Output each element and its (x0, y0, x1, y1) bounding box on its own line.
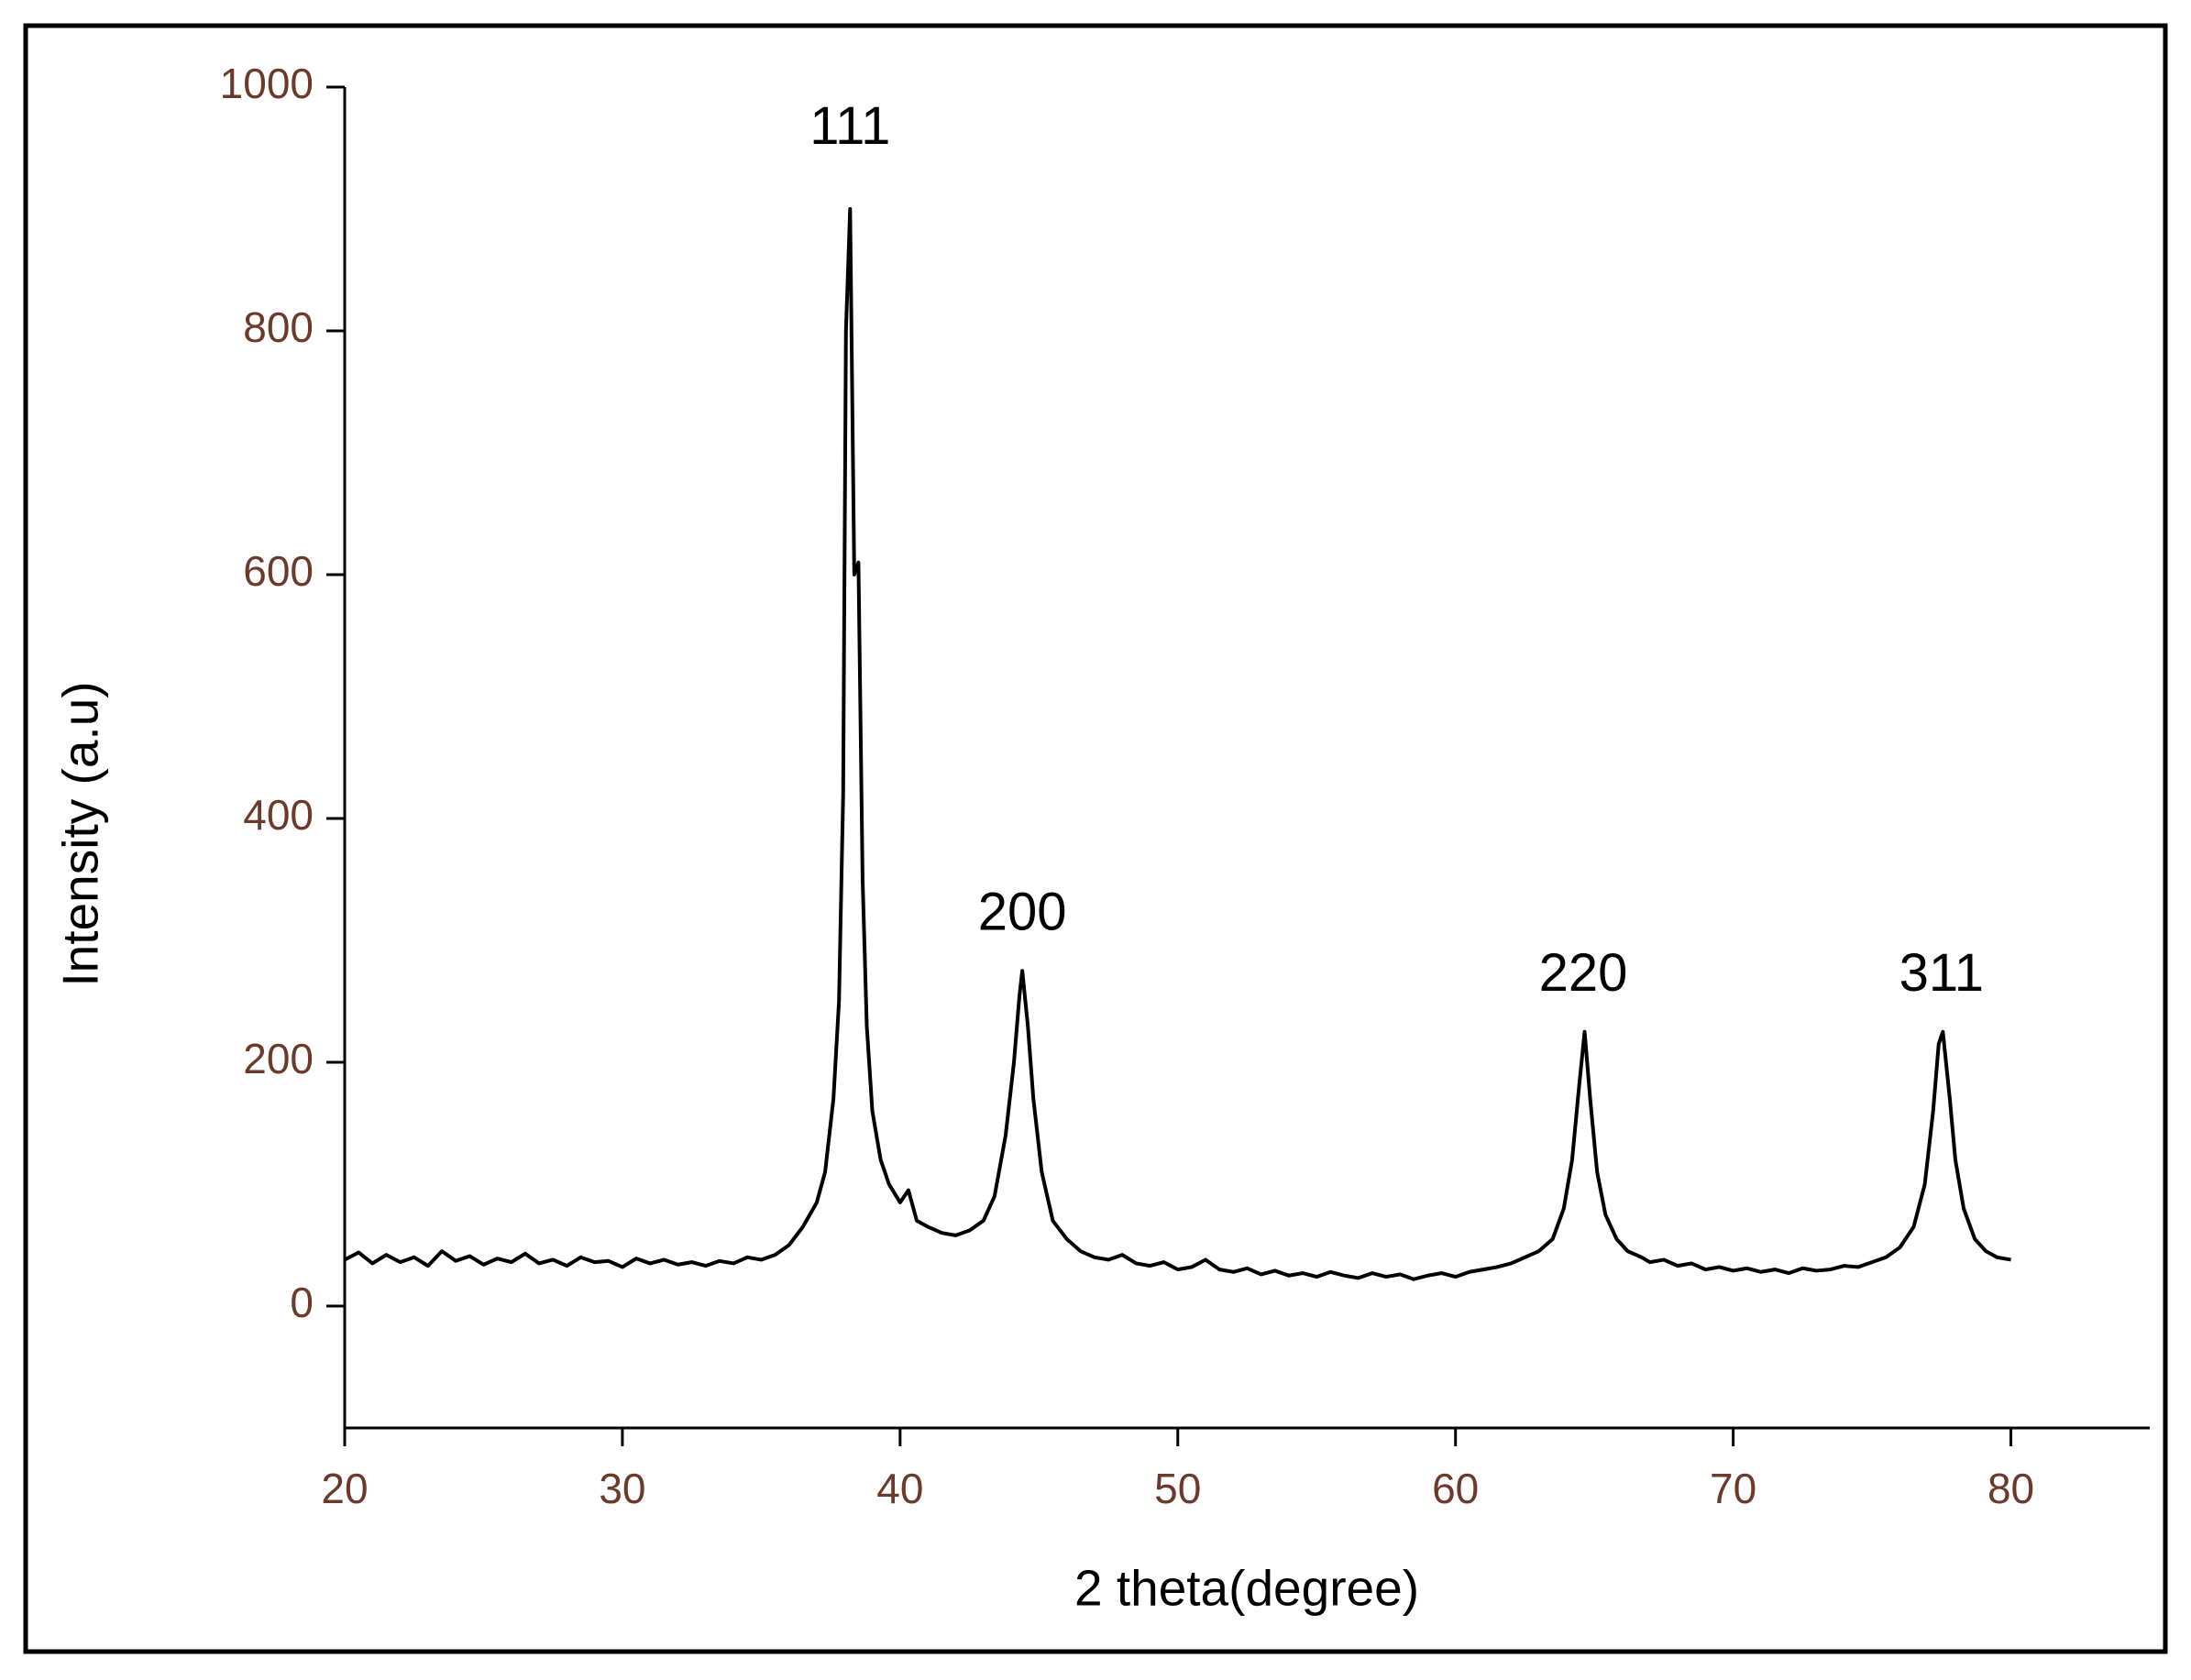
y-tick-label: 600 (243, 547, 314, 595)
peak-label: 220 (1539, 943, 1628, 1003)
x-tick-label: 50 (1154, 1465, 1201, 1512)
y-tick-label: 800 (243, 303, 314, 351)
x-tick-label: 30 (599, 1465, 645, 1512)
peak-label: 200 (978, 883, 1067, 942)
y-tick-label: 400 (243, 791, 314, 839)
x-tick-label: 80 (1987, 1465, 2034, 1512)
y-axis-label: Intensity (a.u) (52, 681, 109, 986)
frame (23, 23, 2168, 1654)
x-tick-label: 40 (876, 1465, 923, 1512)
x-axis-label: 2 theta(degree) (1074, 1560, 1419, 1617)
y-tick-label: 0 (290, 1279, 314, 1326)
x-tick-label: 20 (321, 1465, 368, 1512)
data-line (344, 207, 2011, 1281)
peak-label: 311 (1899, 943, 1984, 1003)
x-tick-label: 60 (1432, 1465, 1479, 1512)
peak-label: 111 (809, 96, 890, 156)
y-tick-label: 200 (243, 1035, 314, 1082)
y-tick-label: 1000 (220, 60, 314, 107)
x-tick-label: 70 (1710, 1465, 1756, 1512)
